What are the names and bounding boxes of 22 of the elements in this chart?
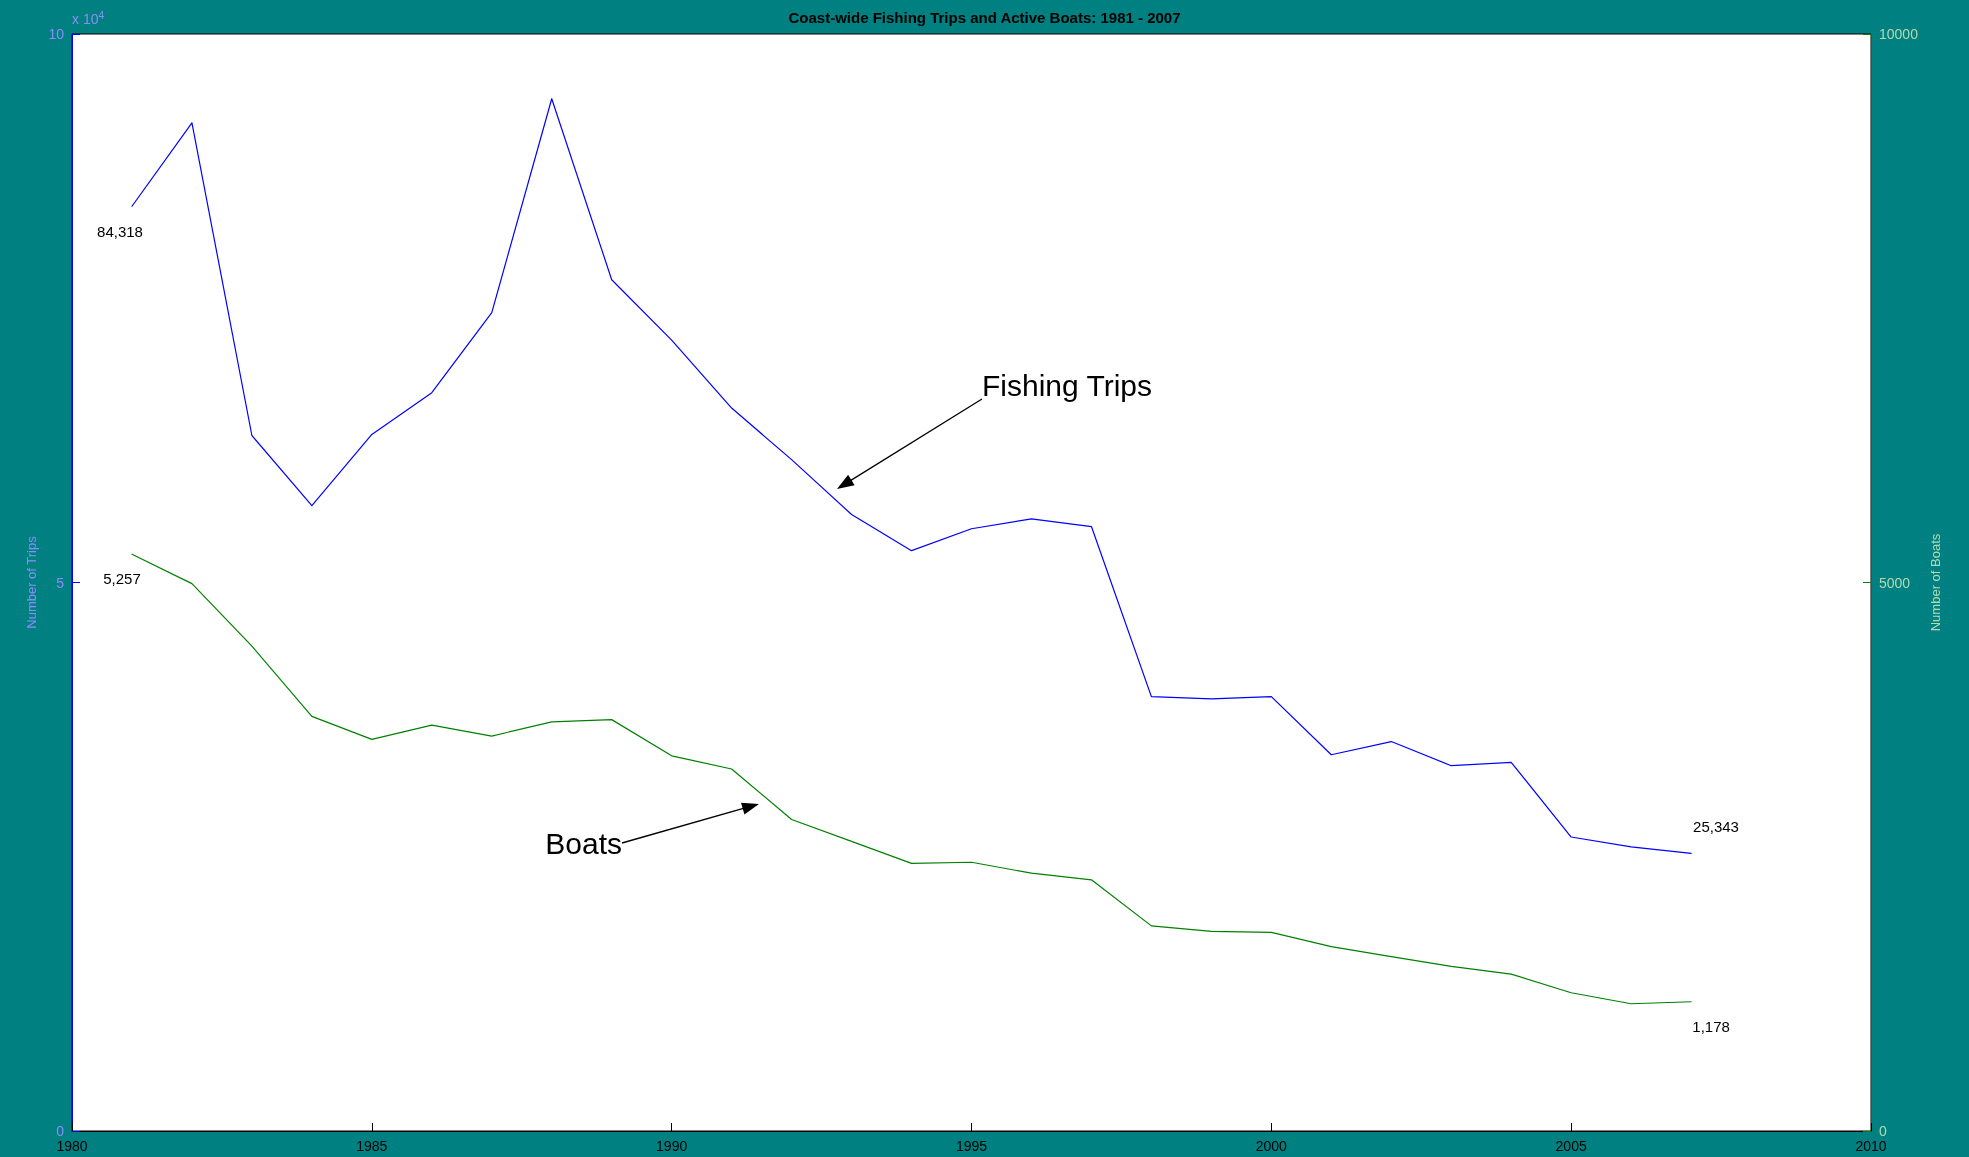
chart-title: Coast-wide Fishing Trips and Active Boats: 1981 - 2007 [788, 9, 1181, 26]
x-tick-label: 1980 [56, 1138, 88, 1154]
y2-tick-label: 10000 [1879, 26, 1919, 42]
y2-axis-title: Number of Boats [1927, 533, 1943, 632]
y2-tick-label: 5000 [1879, 574, 1911, 591]
x-tick-label: 1985 [356, 1138, 388, 1154]
x-tick-label: 2000 [1255, 1138, 1288, 1154]
y-tick-label: 10 [48, 26, 65, 42]
annotation: 84,318 [97, 222, 143, 240]
data-label: 5,257 [103, 570, 141, 588]
x-tick-label: 1990 [656, 1138, 688, 1154]
data-label: 1,178 [1692, 1017, 1730, 1035]
y-tick-label: 0 [56, 1123, 65, 1139]
annotation: Boats [545, 826, 622, 860]
x-tick-label: 2005 [1555, 1138, 1587, 1154]
annotation: Fishing Trips [982, 368, 1153, 402]
y-tick-label: 5 [56, 574, 65, 591]
y-axis-title: Number of Trips [23, 535, 39, 629]
x-tick-label: 1995 [955, 1138, 988, 1154]
x-tick-label: 2010 [1855, 1138, 1887, 1154]
annotation: 25,343 [1693, 817, 1739, 835]
y2-tick-label: 0 [1879, 1123, 1887, 1139]
